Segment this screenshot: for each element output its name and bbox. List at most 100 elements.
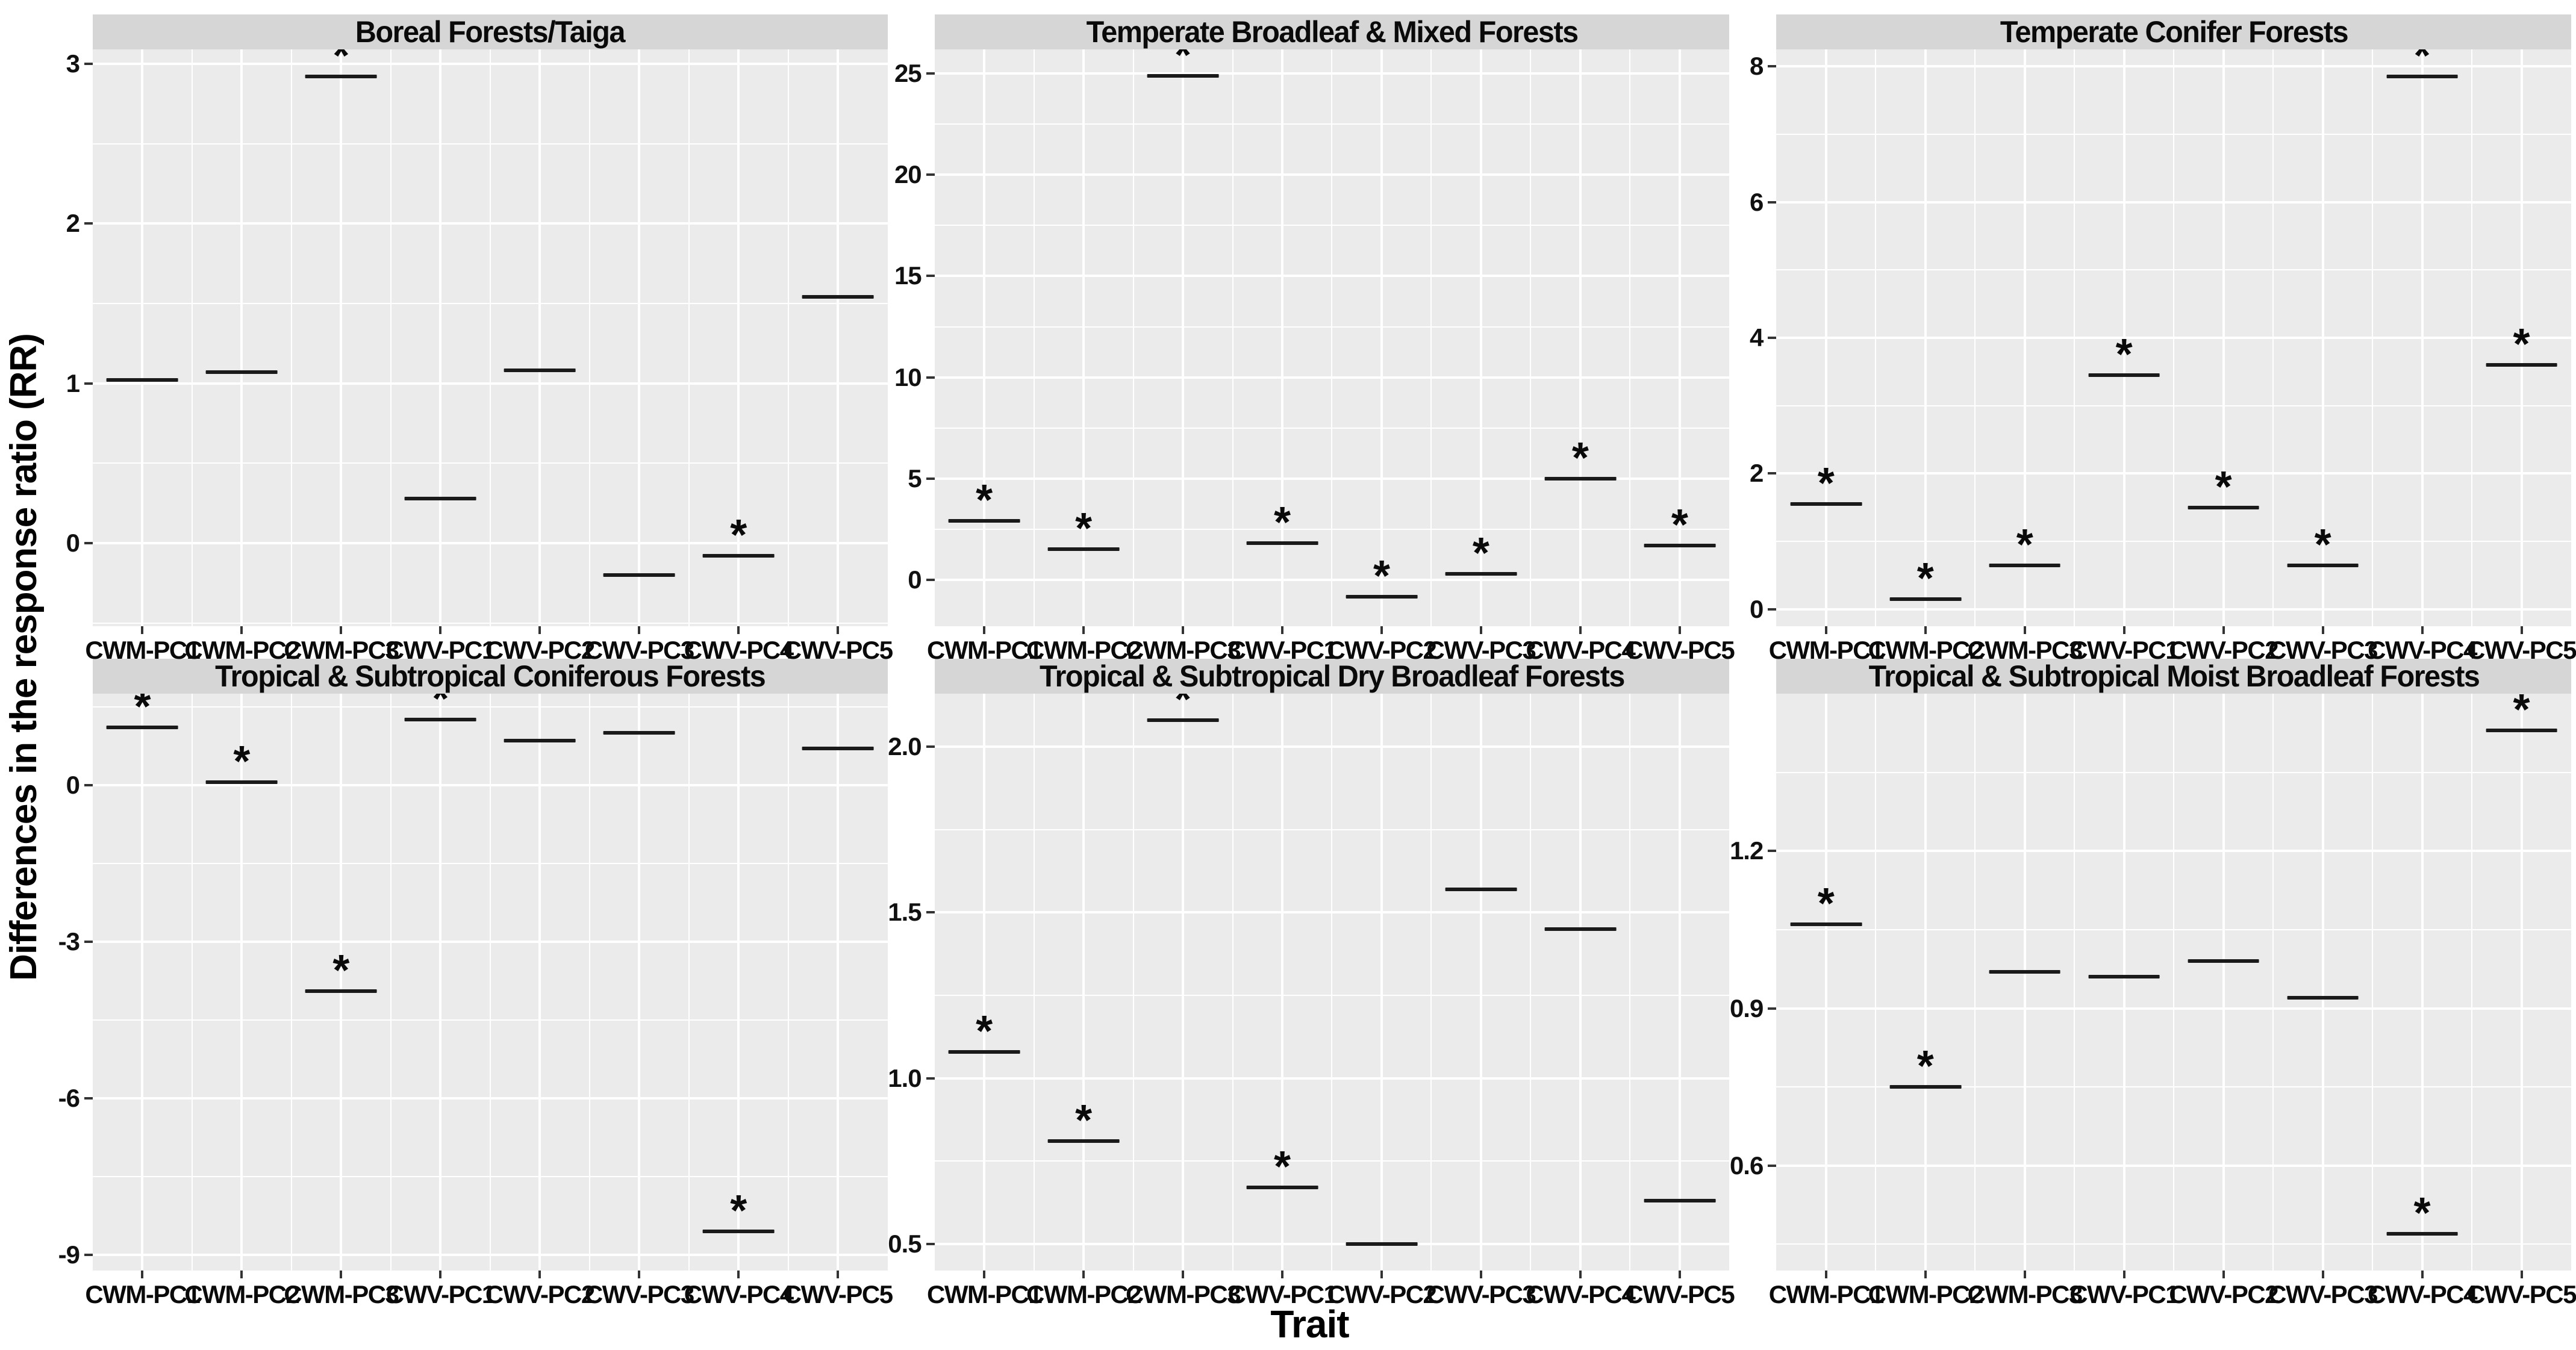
x-tick-label: CWV-PC3 bbox=[2268, 1280, 2378, 1308]
significance-star: * bbox=[1817, 459, 1835, 508]
x-tick-label: CWV-PC5 bbox=[1625, 1280, 1735, 1308]
x-tick-label: CWV-PC4 bbox=[1526, 636, 1635, 664]
x-axis-title: Trait bbox=[49, 1302, 2570, 1346]
y-tick-mark bbox=[84, 940, 93, 943]
significance-star: * bbox=[730, 1186, 747, 1235]
y-tick-mark bbox=[1768, 65, 1777, 68]
estimate-line-cwv-pc1 bbox=[2088, 975, 2160, 979]
gridline-vertical-major bbox=[1579, 694, 1582, 1271]
estimate-line-cwv-pc3 bbox=[1445, 571, 1517, 576]
y-tick-label: 2 bbox=[66, 209, 80, 238]
x-tick-label: CWM-PC2 bbox=[184, 1280, 300, 1308]
gridline-vertical-minor bbox=[2074, 49, 2075, 626]
y-tick-mark bbox=[84, 1096, 93, 1100]
gridline-vertical-major bbox=[2122, 694, 2125, 1271]
gridline-vertical-major bbox=[1824, 49, 1827, 626]
x-tick-mark bbox=[1082, 1271, 1085, 1278]
estimate-line-cwv-pc5 bbox=[1644, 543, 1716, 547]
x-tick-label: CWM-PC2 bbox=[1868, 636, 1984, 664]
gridline-vertical-major bbox=[1678, 49, 1681, 626]
facet-title: Boreal Forests/Taiga bbox=[355, 15, 626, 49]
x-tick-mark bbox=[1579, 626, 1582, 634]
estimate-line-cwv-pc3 bbox=[2287, 996, 2359, 1000]
y-tick-label: 1.2 bbox=[1729, 836, 1764, 865]
y-tick-label: 2 bbox=[1749, 459, 1764, 488]
x-tick-label: CWM-PC1 bbox=[927, 636, 1043, 664]
gridline-vertical-major bbox=[1824, 694, 1827, 1271]
y-tick-mark bbox=[1768, 337, 1777, 339]
y-tick-label: 20 bbox=[894, 160, 922, 189]
gridline-vertical-major bbox=[638, 49, 641, 626]
x-tick-mark bbox=[2122, 626, 2125, 634]
x-tick-mark bbox=[2421, 626, 2424, 634]
significance-star: * bbox=[233, 738, 251, 786]
y-tick-label: 1 bbox=[66, 369, 80, 397]
x-tick-label: CWM-PC1 bbox=[85, 636, 201, 664]
y-tick-label: 0 bbox=[908, 565, 922, 594]
y-tick-mark bbox=[84, 542, 93, 544]
gridline-vertical-minor bbox=[191, 49, 193, 626]
x-tick-label: CWV-PC5 bbox=[2467, 636, 2576, 664]
plot-area: * * * * bbox=[1776, 694, 2571, 1271]
x-tick-label: CWV-PC4 bbox=[2368, 636, 2477, 664]
estimate-line-cwv-pc2 bbox=[1346, 595, 1418, 599]
facet-strip: Tropical & Subtropical Dry Broadleaf For… bbox=[934, 659, 1730, 694]
y-tick-label: -6 bbox=[58, 1083, 80, 1112]
significance-star: * bbox=[2413, 49, 2431, 81]
x-tick-label: CWV-PC2 bbox=[1327, 636, 1437, 664]
y-axis-title: Differences in the response ratio (RR) bbox=[0, 0, 49, 1314]
gridline-vertical-major bbox=[2222, 49, 2225, 626]
x-tick-mark bbox=[1678, 626, 1681, 634]
facet-strip: Tropical & Subtropical Coniferous Forest… bbox=[93, 659, 888, 694]
gridline-vertical-major bbox=[1380, 49, 1383, 626]
x-axis-ticks: CWM-PC1 CWM-PC2 CWM-PC3 CWV-PC1 CWV-PC2 CWV-P… bbox=[1769, 1271, 2576, 1308]
estimate-line-cwv-pc4 bbox=[2386, 75, 2458, 79]
y-tick-mark bbox=[84, 382, 93, 385]
gridline-vertical-major bbox=[439, 694, 442, 1271]
estimate-line-cwv-pc4 bbox=[2386, 1232, 2458, 1236]
gridline-vertical-minor bbox=[2372, 694, 2374, 1271]
gridline-vertical-minor bbox=[1974, 694, 1976, 1271]
gridline-vertical-major bbox=[340, 49, 343, 626]
x-tick-label: CWM-PC3 bbox=[1967, 1280, 2083, 1308]
significance-star: * bbox=[1571, 434, 1589, 482]
x-tick-label: CWV-PC3 bbox=[1426, 636, 1536, 664]
significance-star: * bbox=[332, 49, 350, 81]
y-tick-mark bbox=[926, 745, 935, 748]
x-axis-ticks: CWM-PC1 CWM-PC2 CWM-PC3 CWV-PC1 CWV-PC2 CWV-P… bbox=[85, 626, 893, 664]
y-tick-label: 1.0 bbox=[888, 1063, 922, 1092]
significance-star: * bbox=[1075, 505, 1093, 553]
y-tick-label: 4 bbox=[1749, 323, 1764, 352]
x-tick-label: CWM-PC2 bbox=[184, 636, 300, 664]
x-tick-mark bbox=[1380, 1271, 1383, 1278]
estimate-line-cwv-pc4 bbox=[702, 554, 775, 558]
estimate-line-cwm-pc2 bbox=[1889, 1085, 1962, 1089]
x-tick-label: CWV-PC5 bbox=[2467, 1280, 2576, 1308]
y-tick-mark bbox=[926, 173, 935, 176]
gridline-vertical-major bbox=[2520, 694, 2523, 1271]
estimate-line-cwv-pc3 bbox=[603, 731, 675, 735]
facet-title: Temperate Broadleaf & Mixed Forests bbox=[1086, 15, 1578, 49]
x-tick-mark bbox=[2520, 1271, 2523, 1278]
gridline-vertical-major bbox=[1182, 694, 1185, 1271]
gridline-vertical-major bbox=[1082, 49, 1085, 626]
estimate-line-cwm-pc3 bbox=[1147, 718, 1219, 723]
gridline-vertical-major bbox=[2122, 49, 2125, 626]
x-tick-mark bbox=[240, 1271, 243, 1278]
x-tick-mark bbox=[1479, 626, 1482, 634]
plot-area: * * bbox=[93, 49, 888, 626]
significance-star: * bbox=[1671, 500, 1688, 549]
y-tick-label: 10 bbox=[894, 362, 922, 391]
y-tick-label: 0.9 bbox=[1729, 994, 1764, 1022]
y-axis-ticks: 0.6 0.9 1.2 bbox=[1729, 694, 1777, 1271]
estimate-line-cwm-pc3 bbox=[1989, 969, 2061, 974]
x-tick-label: CWV-PC1 bbox=[1227, 636, 1338, 664]
gridline-vertical-major bbox=[1082, 694, 1085, 1271]
y-tick-mark bbox=[84, 222, 93, 225]
x-tick-mark bbox=[1182, 1271, 1185, 1278]
plot-area: * * * * * bbox=[93, 694, 888, 1271]
y-axis-ticks: 0 -3 -6 -9 bbox=[49, 694, 93, 1271]
y-tick-label: 5 bbox=[908, 464, 922, 493]
estimate-line-cwv-pc1 bbox=[404, 496, 476, 500]
